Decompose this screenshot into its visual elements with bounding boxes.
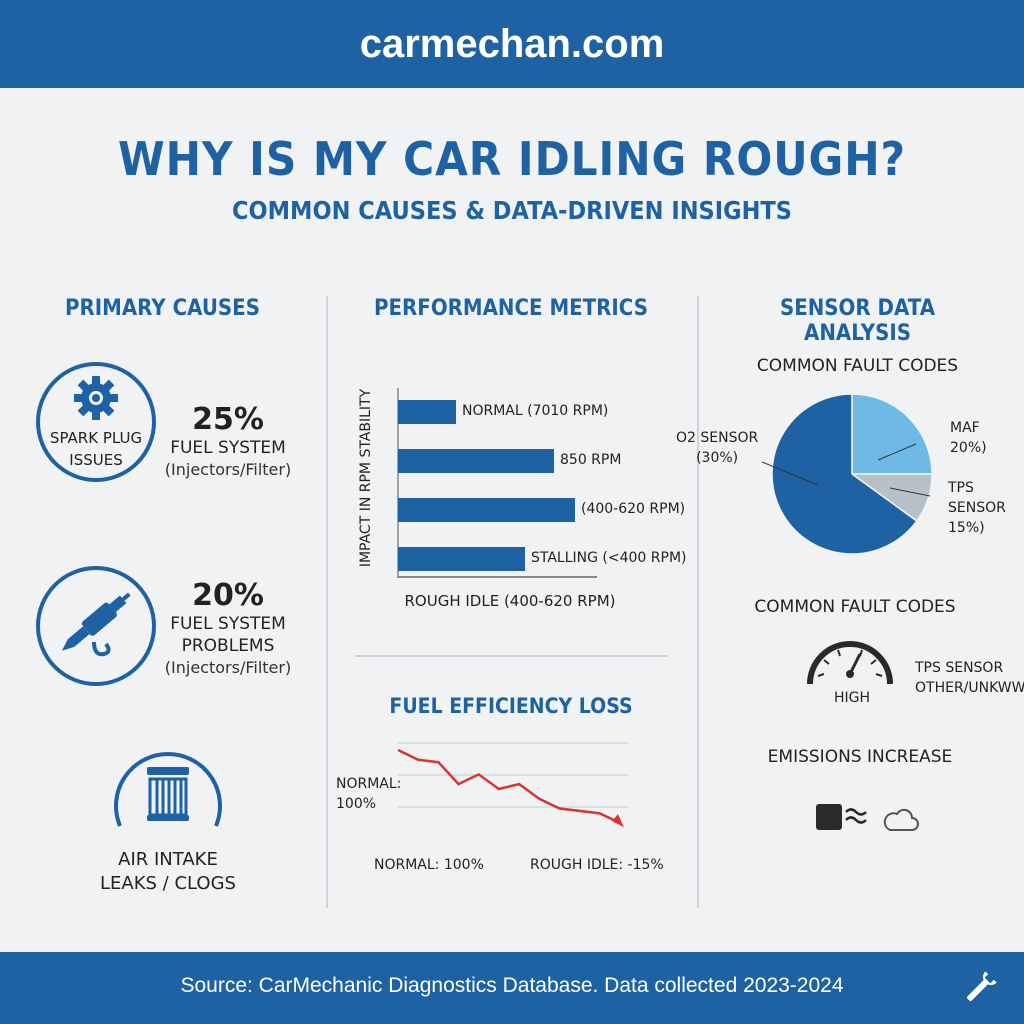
fuel-efficiency-title: FUEL EFFICIENCY LOSS [389, 694, 633, 718]
rpm-bar [398, 449, 554, 473]
footer-source: Source: CarMechanic Diagnostics Database… [180, 974, 844, 997]
spark-plug-label-line1: SPARK PLUG [49, 429, 143, 447]
fuel-trend-arrow-icon [612, 814, 624, 828]
fuel-x-start: NORMAL: 100% [374, 857, 484, 873]
maf-label: MAF 20%) [950, 418, 987, 458]
sensor-data-heading: SENSOR DATA ANALYSIS [779, 296, 936, 346]
o2-sensor-label-line2: (30%) [696, 450, 739, 466]
smoke-cloud-icon [883, 808, 919, 831]
fault-codes-pie [771, 393, 933, 555]
gauge-icon [807, 641, 893, 685]
exhaust-block-icon [816, 804, 842, 830]
cause-2-percent: 20% [192, 578, 264, 613]
pie-slice [851, 393, 933, 475]
gauge-side-label-line2: OTHER/UNKWWN) [915, 680, 1024, 696]
rpm-chart-x-axis [397, 576, 597, 578]
cause-1-percent: 25% [192, 402, 264, 437]
emissions-title: EMISSIONS INCREASE [767, 747, 953, 767]
air-intake-arc [114, 752, 222, 827]
tps-label-line1: TPS [948, 480, 974, 496]
cause-1-stat: 25% FUEL SYSTEM (Injectors/Filter) [160, 402, 296, 481]
rpm-bar [398, 547, 525, 571]
footer: Source: CarMechanic Diagnostics Database… [0, 952, 1024, 1024]
fault-codes-title: COMMON FAULT CODES [756, 356, 959, 376]
gear-icon [74, 376, 118, 420]
air-intake-label: AIR INTAKE LEAKS / CLOGS [90, 848, 246, 896]
fuel-injector-icon [61, 592, 131, 657]
cause-2-sublabel: (Injectors/Filter) [164, 658, 292, 677]
cause-2-stat: 20% FUEL SYSTEM PROBLEMS (Injectors/Filt… [160, 578, 296, 679]
o2-sensor-label: O2 SENSOR (30%) [676, 428, 758, 468]
fuel-ylabel-line1: NORMAL: [336, 776, 402, 792]
fuel-efficiency-chart [398, 742, 628, 828]
rpm-bar-label: NORMAL (7010 RPM) [462, 403, 609, 419]
air-intake-label-line2: LEAKS / CLOGS [100, 873, 236, 894]
o2-sensor-label-line1: O2 SENSOR [676, 430, 759, 446]
cause-2-label-line1: FUEL SYSTEM [170, 614, 286, 634]
spark-plug-label-line2: ISSUES [69, 451, 123, 469]
spark-plug-label: SPARK PLUG ISSUES [40, 427, 152, 471]
gauge-side-label-line1: TPS SENSOR [915, 660, 1004, 676]
fuel-ylabel-line2: 100% [336, 796, 377, 812]
air-intake-label-line1: AIR INTAKE [118, 849, 218, 870]
rpm-bar [398, 400, 456, 424]
page-title: WHY IS MY CAR IDLING ROUGH? [117, 132, 907, 186]
wrench-icon [967, 971, 997, 1001]
fuel-efficiency-line [398, 748, 621, 825]
maf-label-line2: 20%) [950, 440, 987, 456]
column-divider-right [697, 296, 699, 908]
gauge-label: HIGH [834, 690, 871, 706]
cause-1-label: FUEL SYSTEM [170, 438, 286, 458]
column-divider-left [326, 296, 328, 908]
maf-label-line1: MAF [950, 420, 980, 436]
rpm-chart-ylabel: IMPACT IN RPM STABILITY [358, 388, 374, 568]
fuel-x-end: ROUGH IDLE: -15% [530, 857, 664, 873]
tps-label-line2: SENSOR [948, 500, 1006, 516]
gauge-side-label: TPS SENSOR OTHER/UNKWWN) [915, 658, 1024, 698]
tps-label-line3: 15%) [948, 520, 985, 536]
page-subtitle: COMMON CAUSES & DATA-DRIVEN INSIGHTS [232, 196, 792, 225]
rpm-bar-label: 850 RPM [560, 452, 622, 468]
rpm-chart-xlabel: ROUGH IDLE (400-620 RPM) [404, 592, 616, 610]
fuel-ylabel: NORMAL: 100% [336, 774, 401, 814]
cause-2-label-line2: PROBLEMS [181, 636, 275, 656]
cause-1-sublabel: (Injectors/Filter) [164, 460, 292, 479]
site-name[interactable]: carmechan.com [359, 21, 665, 66]
pie-slice [771, 393, 918, 555]
air-filter-icon [147, 767, 189, 821]
rpm-bar-label: STALLING (<400 RPM) [531, 550, 687, 566]
metrics-divider [355, 655, 667, 657]
site-header: carmechan.com [0, 0, 1024, 88]
rpm-bar-label: (400-620 RPM) [581, 501, 686, 517]
primary-causes-heading: PRIMARY CAUSES [65, 296, 260, 321]
rpm-bar [398, 498, 575, 522]
fault-codes-title-2: COMMON FAULT CODES [754, 597, 956, 617]
performance-metrics-heading: PERFORMANCE METRICS [374, 296, 648, 321]
emissions-icon [816, 804, 919, 831]
o2-leader-line [761, 461, 819, 486]
tps-label: TPS SENSOR 15%) [948, 478, 1006, 538]
